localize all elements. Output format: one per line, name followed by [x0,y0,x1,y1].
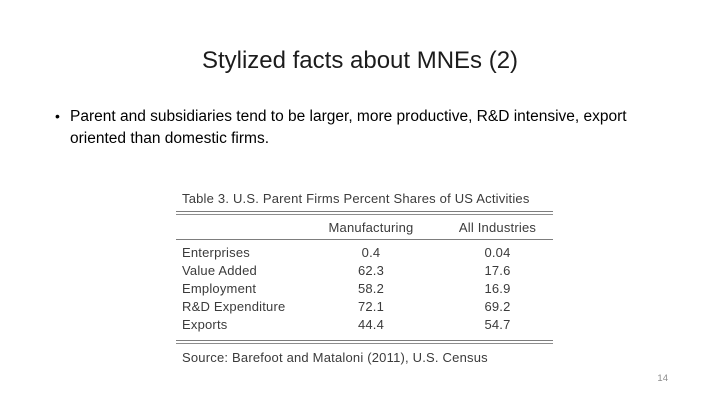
table-caption: Table 3. U.S. Parent Firms Percent Share… [182,191,530,206]
row-value-all-industries: 54.7 [484,317,511,332]
table-row: Value Added 62.3 17.6 [176,262,553,280]
row-value-all-industries: 69.2 [484,299,511,314]
table-header-rule [176,239,553,240]
row-value-all-industries: 17.6 [484,263,511,278]
row-label: Value Added [182,263,257,278]
bullet-text: Parent and subsidiaries tend to be large… [70,108,627,147]
row-label: R&D Expenditure [182,299,286,314]
row-label: Exports [182,317,228,332]
table-row: Employment 58.2 16.9 [176,280,553,298]
header-manufacturing: Manufacturing [328,219,414,235]
table-row: Exports 44.4 54.7 [176,316,553,334]
row-label: Enterprises [182,245,250,260]
row-value-manufacturing: 72.1 [357,299,385,314]
row-value-manufacturing: 58.2 [357,281,385,296]
row-value-all-industries: 16.9 [484,281,511,296]
table-bottom-rule [176,340,553,344]
row-label: Employment [182,281,257,296]
row-value-all-industries: 0.04 [484,245,511,260]
table-source: Source: Barefoot and Mataloni (2011), U.… [182,350,488,365]
page-number: 14 [657,373,668,384]
parent-firms-table: Table 3. U.S. Parent Firms Percent Share… [176,190,553,366]
bullet-marker-icon: • [55,108,60,124]
table-header-row: Manufacturing All Industries [176,215,553,239]
row-value-manufacturing: 0.4 [361,245,381,260]
table-row: R&D Expenditure 72.1 69.2 [176,298,553,316]
table-row: Enterprises 0.4 0.04 [176,244,553,262]
row-value-manufacturing: 44.4 [357,317,385,332]
table-top-rule [176,211,553,215]
header-all-industries: All Industries [458,219,537,235]
bullet-item: • Parent and subsidiaries tend to be lar… [55,106,669,149]
table-body: Enterprises 0.4 0.04 Value Added 62.3 17… [176,240,553,340]
row-value-manufacturing: 62.3 [357,263,385,278]
slide-title: Stylized facts about MNEs (2) [201,47,519,74]
